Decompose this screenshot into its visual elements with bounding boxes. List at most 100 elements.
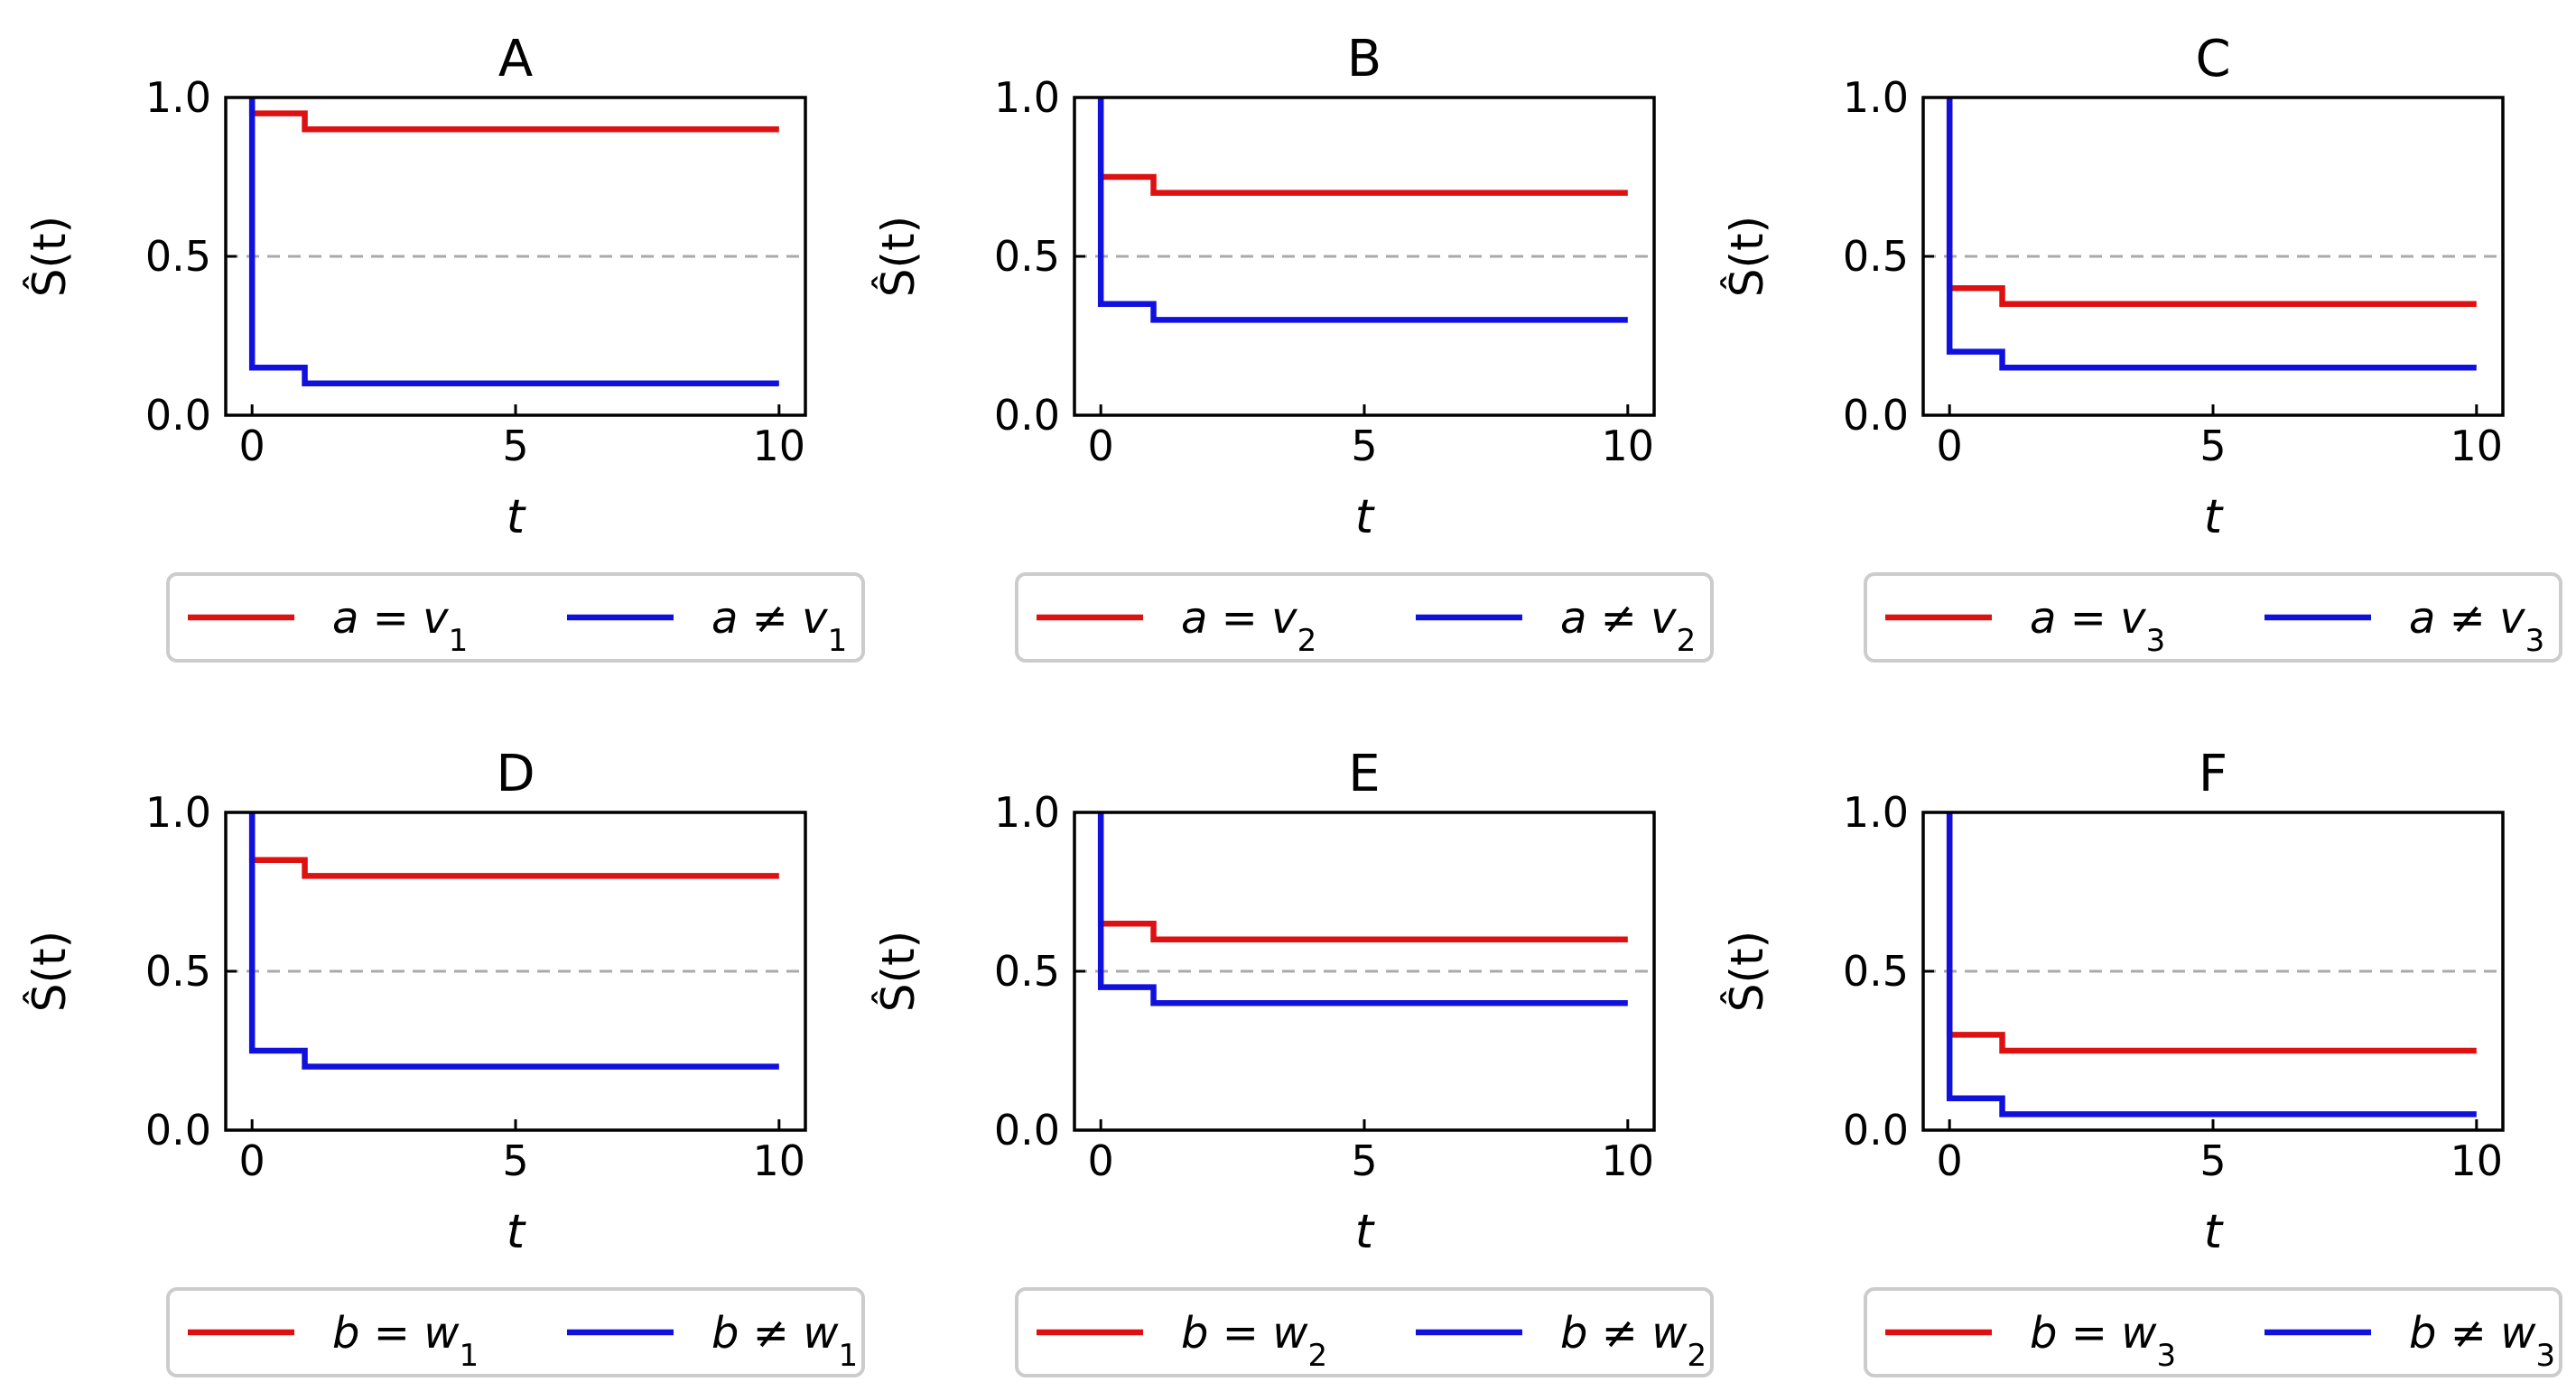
legend-variable: b bbox=[1181, 1308, 1208, 1359]
legend-label-not-equal: b ≠ w1 bbox=[711, 1308, 858, 1374]
x-tick-label: 10 bbox=[1602, 1136, 1655, 1185]
x-tick-label: 0 bbox=[239, 1136, 265, 1185]
panel-title: D bbox=[496, 745, 535, 803]
legend-box bbox=[1864, 1287, 2562, 1377]
x-axis-label: t bbox=[507, 1205, 526, 1259]
legend-level: w bbox=[2500, 1308, 2536, 1359]
x-tick-label: 5 bbox=[2199, 1136, 2226, 1185]
x-tick-label: 10 bbox=[2450, 422, 2504, 470]
legend-subscript: 1 bbox=[449, 623, 469, 659]
x-tick-label: 10 bbox=[753, 1136, 806, 1185]
y-axis-label: Ŝ(t) bbox=[871, 216, 925, 297]
x-axis-label: t bbox=[2204, 490, 2224, 544]
y-tick-label: 1.0 bbox=[145, 788, 211, 837]
panel-title: C bbox=[2195, 30, 2230, 88]
legend-level: v bbox=[1651, 593, 1677, 644]
legend-variable: a bbox=[332, 593, 358, 644]
legend-label-equal: a = v2 bbox=[1181, 593, 1316, 659]
x-tick-label: 5 bbox=[1351, 1136, 1377, 1185]
y-tick-label: 0.0 bbox=[145, 391, 211, 440]
x-tick-label: 10 bbox=[753, 422, 806, 470]
legend-label-equal: a = v3 bbox=[2030, 593, 2165, 659]
legend-label-equal: a = v1 bbox=[332, 593, 468, 659]
chart-panel-A: A0 5 100.00.51.0tŜ(t)a = v1 a ≠ v1 bbox=[23, 30, 865, 663]
legend-label-not-equal: a ≠ v2 bbox=[1560, 593, 1696, 659]
y-tick-label: 1.0 bbox=[994, 73, 1060, 122]
x-tick-label: 10 bbox=[1602, 422, 1655, 470]
y-tick-label: 1.0 bbox=[145, 73, 211, 122]
chart-panel-C: C0 5 100.00.51.0tŜ(t)a = v3 a ≠ v3 bbox=[1720, 30, 2562, 663]
x-axis-label: t bbox=[1355, 1205, 1375, 1259]
x-tick-label: 5 bbox=[2199, 422, 2226, 470]
legend-variable: a bbox=[711, 593, 738, 644]
x-tick-label: 0 bbox=[1088, 1136, 1114, 1185]
x-tick-label: 5 bbox=[502, 422, 528, 470]
legend-operator: ≠ bbox=[739, 1308, 803, 1359]
legend-subscript: 2 bbox=[1677, 623, 1697, 659]
y-tick-label: 0.0 bbox=[1843, 1106, 1909, 1155]
legend-subscript: 3 bbox=[2156, 1338, 2176, 1374]
y-tick-label: 0.5 bbox=[1843, 232, 1909, 281]
legend-level: w bbox=[803, 1308, 839, 1359]
legend-level: w bbox=[1651, 1308, 1688, 1359]
legend-level: w bbox=[423, 1308, 460, 1359]
legend-subscript: 3 bbox=[2146, 623, 2166, 659]
legend-subscript: 1 bbox=[459, 1338, 479, 1374]
legend-subscript: 2 bbox=[1307, 1338, 1327, 1374]
legend-level: v bbox=[423, 593, 449, 644]
legend-operator: = bbox=[358, 593, 423, 644]
y-tick-label: 1.0 bbox=[1843, 788, 1909, 837]
legend-label-equal: b = w2 bbox=[1181, 1308, 1327, 1374]
y-tick-label: 0.0 bbox=[1843, 391, 1909, 440]
legend: a = v1 a ≠ v1 bbox=[166, 572, 865, 663]
y-tick-label: 0.0 bbox=[994, 1106, 1060, 1155]
series-line-equal bbox=[248, 97, 779, 133]
legend-variable: b bbox=[2409, 1308, 2436, 1359]
legend-operator: = bbox=[1208, 1308, 1272, 1359]
legend-variable: a bbox=[1181, 593, 1207, 644]
legend-operator: = bbox=[1207, 593, 1271, 644]
legend-box bbox=[1015, 1287, 1714, 1377]
x-tick-label: 0 bbox=[1088, 422, 1114, 470]
x-tick-label: 0 bbox=[1937, 1136, 1963, 1185]
legend-box bbox=[1015, 572, 1714, 663]
y-axis-label: Ŝ(t) bbox=[1720, 931, 1773, 1012]
legend-level: v bbox=[2120, 593, 2146, 644]
legend-label-not-equal: b ≠ w2 bbox=[1560, 1308, 1706, 1374]
legend-level: v bbox=[2499, 593, 2525, 644]
y-axis-label: Ŝ(t) bbox=[23, 216, 76, 297]
y-axis-label: Ŝ(t) bbox=[1720, 216, 1773, 297]
legend-variable: a bbox=[2409, 593, 2435, 644]
legend-operator: = bbox=[2056, 593, 2120, 644]
legend-operator: ≠ bbox=[2435, 593, 2499, 644]
y-tick-label: 0.0 bbox=[994, 391, 1060, 440]
legend-variable: b bbox=[1560, 1308, 1587, 1359]
legend-level: w bbox=[2121, 1308, 2157, 1359]
series-line-not-equal bbox=[1097, 97, 1628, 323]
legend-label-not-equal: a ≠ v1 bbox=[711, 593, 847, 659]
x-axis-label: t bbox=[507, 490, 526, 544]
y-tick-label: 0.5 bbox=[994, 947, 1060, 996]
legend-subscript: 2 bbox=[1687, 1338, 1706, 1374]
panel-title: F bbox=[2199, 745, 2227, 803]
legend-label-not-equal: b ≠ w3 bbox=[2409, 1308, 2555, 1374]
series-line-not-equal bbox=[248, 812, 779, 1070]
series-line-equal bbox=[1097, 97, 1628, 196]
x-tick-label: 10 bbox=[2450, 1136, 2504, 1185]
x-tick-label: 0 bbox=[239, 422, 265, 470]
legend: b = w3 b ≠ w3 bbox=[1864, 1287, 2562, 1377]
legend-subscript: 2 bbox=[1297, 623, 1317, 659]
legend-level: w bbox=[1272, 1308, 1308, 1359]
series-line-not-equal bbox=[1946, 97, 2477, 371]
chart-panel-E: E0 5 100.00.51.0tŜ(t)b = w2 b ≠ w2 bbox=[871, 745, 1714, 1377]
series-line-equal bbox=[1946, 812, 2477, 1054]
y-axis-label: Ŝ(t) bbox=[23, 931, 76, 1012]
chart-panel-D: D0 5 100.00.51.0tŜ(t)b = w1 b ≠ w1 bbox=[23, 745, 865, 1377]
legend-operator: = bbox=[2057, 1308, 2121, 1359]
y-tick-label: 0.5 bbox=[145, 947, 211, 996]
x-tick-label: 0 bbox=[1937, 422, 1963, 470]
y-tick-label: 0.5 bbox=[994, 232, 1060, 281]
panel-title: A bbox=[498, 30, 533, 88]
legend-operator: = bbox=[359, 1308, 423, 1359]
